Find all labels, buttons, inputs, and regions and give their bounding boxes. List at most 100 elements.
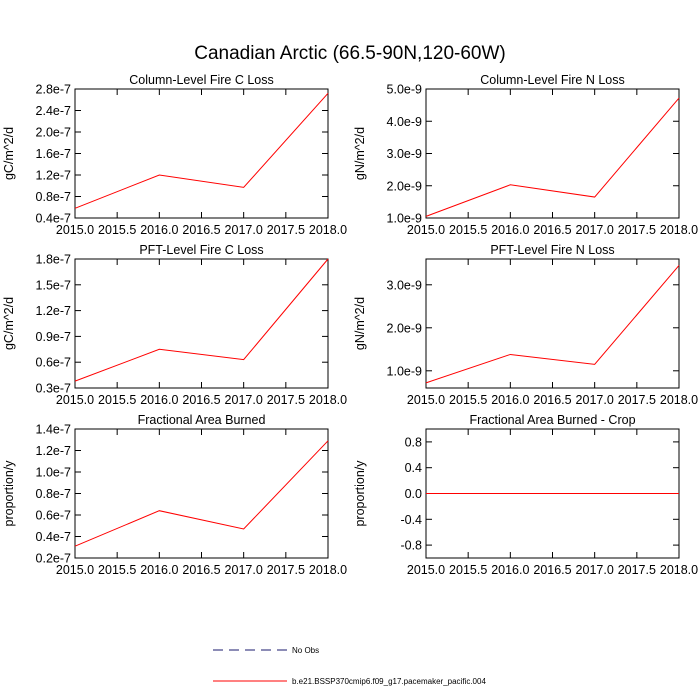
- y-axis-label: gC/m^2/d: [2, 127, 16, 180]
- y-tick-label: 3.0e-9: [387, 278, 422, 292]
- x-tick-label: 2015.0: [56, 393, 94, 407]
- panel-title: Fractional Area Burned - Crop: [469, 413, 635, 427]
- y-tick-label: 2.0e-7: [36, 126, 71, 140]
- x-tick-label: 2018.0: [660, 393, 698, 407]
- series-line: [425, 265, 680, 384]
- y-tick-label: 1.6e-7: [36, 147, 71, 161]
- plot-frame: [425, 258, 680, 389]
- series-line: [74, 92, 329, 209]
- y-axis-label: gN/m^2/d: [353, 297, 367, 350]
- x-tick-label: 2016.5: [182, 563, 220, 577]
- x-tick-label: 2017.5: [618, 393, 656, 407]
- x-tick-label: 2018.0: [309, 563, 347, 577]
- y-tick-label: 0.8: [405, 435, 422, 449]
- y-tick-label: 4.0e-9: [387, 115, 422, 129]
- x-tick-label: 2015.0: [407, 223, 445, 237]
- y-tick-label: 0.4: [405, 461, 422, 475]
- x-tick-label: 2017.5: [618, 563, 656, 577]
- y-tick-label: 1.0e-9: [387, 364, 422, 378]
- x-tick-label: 2016.0: [491, 563, 529, 577]
- x-tick-label: 2017.0: [576, 563, 614, 577]
- y-tick-label: 2.4e-7: [36, 104, 71, 118]
- y-tick-label: 0.6e-7: [36, 356, 71, 370]
- plot-frame: [74, 258, 329, 389]
- y-tick-label: 0.8e-7: [36, 487, 71, 501]
- y-tick-label: 1.2e-7: [36, 169, 71, 183]
- x-tick-label: 2015.0: [56, 223, 94, 237]
- x-tick-label: 2015.5: [98, 563, 136, 577]
- series-line: [425, 97, 680, 217]
- y-tick-label: 0.3e-7: [36, 382, 71, 396]
- panel-title: Column-Level Fire N Loss: [480, 73, 625, 87]
- x-tick-label: 2017.0: [225, 563, 263, 577]
- legend-label: b.e21.BSSP370cmip6.f09_g17.pacemaker_pac…: [292, 677, 486, 686]
- y-tick-label: 0.8e-7: [36, 190, 71, 204]
- x-tick-label: 2015.5: [449, 563, 487, 577]
- y-tick-label: 0.4e-7: [36, 212, 71, 226]
- x-tick-label: 2016.5: [182, 393, 220, 407]
- x-tick-label: 2015.5: [449, 393, 487, 407]
- x-tick-label: 2017.5: [267, 223, 305, 237]
- x-tick-label: 2018.0: [309, 393, 347, 407]
- y-axis-label: gC/m^2/d: [2, 297, 16, 350]
- y-tick-label: 5.0e-9: [387, 83, 422, 97]
- y-tick-label: 2.0e-9: [387, 179, 422, 193]
- y-tick-label: 1.0e-9: [387, 212, 422, 226]
- y-tick-label: 0.2e-7: [36, 552, 71, 566]
- legend-label: No Obs: [292, 646, 319, 655]
- x-tick-label: 2017.0: [225, 393, 263, 407]
- y-tick-label: 1.2e-7: [36, 304, 71, 318]
- panel-title: PFT-Level Fire N Loss: [490, 243, 614, 257]
- chart-panel-2: Column-Level Fire N Loss 2015.0 2015.5 2016…: [353, 73, 698, 237]
- figure-title: Canadian Arctic (66.5-90N,120-60W): [194, 43, 506, 64]
- x-tick-label: 2017.0: [576, 223, 614, 237]
- x-tick-label: 2016.0: [140, 393, 178, 407]
- y-tick-label: 0.0: [405, 487, 422, 501]
- x-tick-label: 2015.5: [449, 223, 487, 237]
- x-tick-label: 2018.0: [309, 223, 347, 237]
- y-tick-label: 1.2e-7: [36, 444, 71, 458]
- plot-frame: [74, 428, 329, 559]
- x-tick-label: 2017.5: [618, 223, 656, 237]
- x-tick-label: 2015.5: [98, 393, 136, 407]
- y-axis-label: gN/m^2/d: [353, 127, 367, 180]
- y-tick-label: 3.0e-9: [387, 147, 422, 161]
- y-tick-label: 2.8e-7: [36, 83, 71, 97]
- x-tick-label: 2017.0: [576, 393, 614, 407]
- chart-panel-4: PFT-Level Fire N Loss 2015.0 2015.5 2016.0 2…: [353, 243, 698, 407]
- x-tick-label: 2016.5: [182, 223, 220, 237]
- y-axis-label: proportion/y: [353, 460, 367, 527]
- plot-frame: [74, 88, 329, 219]
- y-tick-label: -0.8: [400, 539, 422, 553]
- y-tick-label: 1.5e-7: [36, 278, 71, 292]
- x-tick-label: 2018.0: [660, 563, 698, 577]
- x-tick-label: 2016.0: [491, 223, 529, 237]
- panel-title: PFT-Level Fire C Loss: [139, 243, 263, 257]
- y-tick-label: 0.4e-7: [36, 530, 71, 544]
- panel-title: Column-Level Fire C Loss: [129, 73, 274, 87]
- series-line: [74, 258, 329, 382]
- x-tick-label: 2016.0: [140, 223, 178, 237]
- y-tick-label: 2.0e-9: [387, 321, 422, 335]
- x-tick-label: 2017.0: [225, 223, 263, 237]
- chart-panel-3: PFT-Level Fire C Loss 2015.0 2015.5 2016.0 2…: [2, 243, 347, 407]
- plot-frame: [425, 88, 680, 219]
- y-tick-label: 0.6e-7: [36, 509, 71, 523]
- x-tick-label: 2016.5: [533, 393, 571, 407]
- y-tick-label: 1.4e-7: [36, 423, 71, 437]
- chart-panel-1: Column-Level Fire C Loss 2015.0 2015.5 2016…: [2, 73, 347, 237]
- x-tick-label: 2016.0: [140, 563, 178, 577]
- y-tick-label: -0.4: [400, 513, 422, 527]
- x-tick-label: 2018.0: [660, 223, 698, 237]
- x-tick-label: 2017.5: [267, 393, 305, 407]
- x-tick-label: 2015.0: [407, 563, 445, 577]
- panel-title: Fractional Area Burned: [138, 413, 266, 427]
- x-tick-label: 2015.0: [407, 393, 445, 407]
- y-axis-label: proportion/y: [2, 460, 16, 527]
- x-tick-label: 2015.0: [56, 563, 94, 577]
- y-tick-label: 1.8e-7: [36, 253, 71, 267]
- chart-panel-6: Fractional Area Burned - Crop 2015.0 2015.…: [353, 413, 698, 577]
- x-tick-label: 2017.5: [267, 563, 305, 577]
- x-tick-label: 2016.5: [533, 563, 571, 577]
